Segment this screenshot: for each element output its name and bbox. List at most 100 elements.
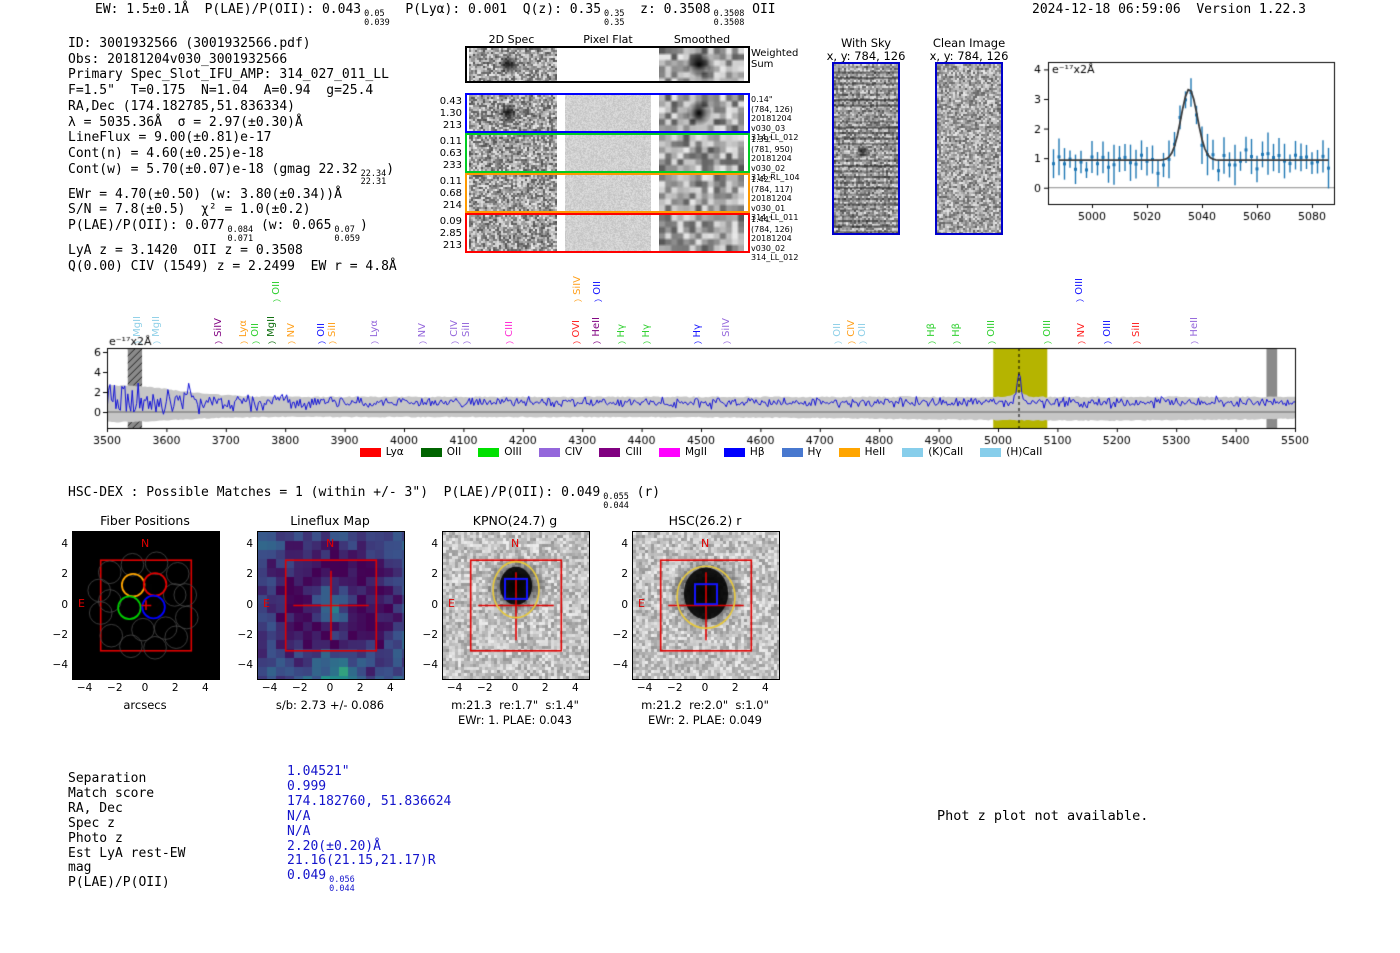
legend-swatch-3 (538, 447, 560, 457)
sky-panel-title-1: Clean Image x, y: 784, 126 (929, 36, 1009, 63)
info-line-12: LyA z = 3.1420 OII z = 0.3508 (68, 243, 397, 259)
cutout-xtick: 4 (387, 682, 394, 694)
info-text: (w: 0.065 (253, 218, 332, 234)
legend-item-0: Lyα (359, 446, 404, 458)
match-label-0: Separation (68, 771, 147, 786)
cutout-ytick: 4 (61, 538, 68, 551)
spec2d-cell-r4c1 (565, 215, 651, 251)
line-label-oii-18: OII ︵ (592, 281, 604, 303)
match-value-0: 1.04521" (287, 764, 451, 780)
legend-label-4: CIII (625, 446, 642, 458)
match-label-6: mag (68, 860, 92, 876)
match-text: N/A (287, 808, 311, 824)
full-spectrum-chart (88, 334, 1310, 448)
cutout-ytick: −2 (52, 628, 68, 641)
spec2d-cell-r4c0 (469, 215, 557, 251)
info-text: RA,Dec (174.182785,51.836334) (68, 98, 295, 114)
match-table-labels: Separation Match score RA, Dec Spec z Photo … (68, 771, 186, 891)
legend-label-2: OIII (504, 446, 522, 458)
match-value-2: 174.182760, 51.836624 (287, 794, 451, 810)
cutout-ytick: −4 (52, 658, 68, 671)
detection-info-block: ID: 3001932566 (3001932566.pdf) Obs: 2018… (68, 36, 397, 274)
info-line-4: RA,Dec (174.182785,51.836334) (68, 99, 397, 115)
hsc-text: HSC-DEX : Possible Matches = 1 (within +… (68, 485, 601, 500)
cutout-caption-3: EWr: 2. PLAE: 0.049 (648, 713, 762, 727)
summary-text: OII (744, 2, 776, 17)
summary-frac: 0.3508 0.3508 (713, 9, 745, 28)
cutout-xlabel-2: m:21.3 re:1.7" s:1.4" (451, 698, 579, 712)
info-line-2: Primary Spec_Slot_IFU_AMP: 314_027_011_L… (68, 67, 397, 83)
match-label-5: Est LyA rest-EW (68, 845, 186, 861)
cutout-xtick: −4 (76, 682, 93, 694)
spec2d-cell-r3c0 (469, 175, 557, 211)
cutout-image-blob_g (442, 531, 590, 680)
cutout-ytick: 0 (431, 598, 438, 611)
hsc-text: (r) (628, 485, 661, 500)
legend-label-10: (H)CaII (1006, 446, 1043, 458)
spec2d-cell-r4c2 (659, 215, 744, 251)
spec2d-cell-r1c0 (469, 95, 557, 131)
cutout-title-3: HSC(26.2) r (668, 513, 742, 528)
legend-label-7: Hγ (807, 446, 822, 458)
cutout-image-viridis (257, 531, 405, 680)
info-text: P(LAE)/P(OII): 0.077 (68, 218, 225, 234)
legend-swatch-4 (599, 447, 621, 457)
cutout-ytick: 4 (431, 538, 438, 551)
info-text: Q(0.00) CIV (1549) z = 2.2499 EW r = 4.8… (68, 258, 397, 274)
compass-east-2: E (448, 597, 455, 610)
info-line-6: LineFlux = 9.00(±0.81)e-17 (68, 130, 397, 146)
cutout-xtick: −2 (477, 682, 493, 694)
spec2d-right-labels-2: 1.39" (781, 950) 20181204 v030_02 314_RL_104 (751, 135, 800, 182)
info-text: F=1.5" T=0.175 N=1.04 A=0.94 g=25.4 (68, 83, 374, 99)
info-text: S/N = 7.8(±0.5) χ² = 1.0(±0.2) (68, 202, 311, 218)
cutout-xtick: 2 (541, 682, 549, 694)
spec2d-row-1 (465, 93, 750, 133)
spec2d-cell-r0c1 (565, 48, 651, 81)
cutout-ytick: 2 (61, 568, 68, 581)
timestamp-version: 2024-12-18 06:59:06 Version 1.22.3 (1032, 2, 1306, 17)
match-label-4: Photo z (68, 830, 123, 846)
spec2d-row-2 (465, 133, 750, 173)
cutout-xtick: −2 (107, 682, 123, 694)
info-text: Cont(w) = 5.70(±0.07)e-18 (gmag 22.32 (68, 161, 358, 177)
match-value-1: 0.999 (287, 779, 451, 795)
cutout-ytick: 2 (621, 568, 628, 581)
spec2d-header-1: Pixel Flat (583, 33, 633, 46)
info-text: ) (360, 218, 368, 234)
summary-text: P(Lyα): 0.001 Q(z): 0.35 (389, 2, 602, 17)
cutout-xtick: 0 (701, 682, 709, 694)
cutout-xtick: 0 (511, 682, 519, 694)
info-line-8: Cont(w) = 5.70(±0.07)e-18 (gmag 22.32 22.… (68, 162, 397, 187)
spec2d-header-0: 2D Spec (488, 33, 535, 46)
legend-swatch-9 (902, 447, 924, 457)
summary-frac: 0.05 0.039 (364, 9, 390, 28)
cutout-ytick: 4 (246, 538, 253, 551)
cutout-ytick: 0 (246, 598, 253, 611)
match-value-3: N/A (287, 808, 451, 825)
compass-north-2: N (511, 537, 520, 550)
cutout-title-1: Lineflux Map (290, 513, 370, 528)
legend-item-3: CIV (538, 446, 582, 458)
legend-swatch-5 (659, 447, 680, 457)
spec2d-cell-r0c2 (659, 48, 744, 81)
cutout-xtick: 4 (202, 682, 209, 694)
legend-swatch-2 (478, 447, 500, 457)
info-line-13: Q(0.00) CIV (1549) z = 2.2499 EW r = 4.8… (68, 259, 397, 275)
info-text: LyA z = 3.1420 OII z = 0.3508 (68, 243, 303, 259)
cutout-image-fibers (72, 531, 220, 680)
cutout-xtick: −4 (446, 682, 463, 694)
cutout-xtick: −2 (667, 682, 683, 694)
info-frac: 0.084 0.071 (227, 225, 254, 244)
summary-line: EW: 1.5±0.1Å P(LAE)/P(OII): 0.043 0.05 0.0… (95, 2, 776, 27)
legend-item-6: Hβ (723, 446, 765, 458)
legend-item-7: Hγ (781, 446, 822, 458)
cutout-ytick: 0 (621, 598, 628, 611)
info-text: ID: 3001932566 (3001932566.pdf) (68, 36, 311, 51)
cutout-ytick: 2 (431, 568, 438, 581)
cutout-image-blob_r (632, 531, 780, 680)
cutout-title-0: Fiber Positions (100, 513, 190, 528)
match-text: N/A (287, 823, 311, 839)
info-text: Obs: 20181204v030_3001932566 (68, 51, 288, 67)
cutout-xtick: 2 (731, 682, 739, 694)
sky-panel-image-0 (832, 62, 900, 235)
